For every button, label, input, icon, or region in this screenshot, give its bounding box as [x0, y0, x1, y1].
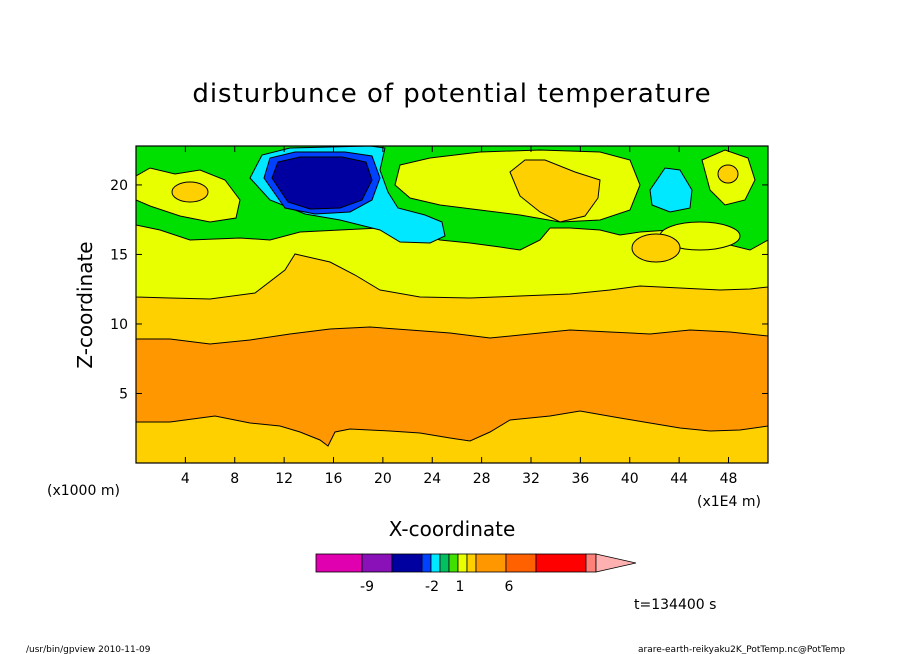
colorbar-arrow [595, 553, 637, 573]
colorbar-segment [466, 553, 477, 573]
y-axis-ticks: 5 10 15 20 [110, 178, 768, 402]
plot-frame [135, 145, 769, 464]
x-tick-label: 36 [571, 471, 589, 487]
y-unit-label: (x1000 m) [47, 483, 120, 499]
y-tick-label: 15 [110, 247, 128, 263]
x-tick-label: 32 [522, 471, 540, 487]
x-tick-label: 48 [720, 471, 738, 487]
colorbar-segment [430, 553, 441, 573]
x-unit-label: (x1E4 m) [697, 494, 761, 510]
x-tick-label: 12 [275, 471, 293, 487]
x-tick-label: 40 [621, 471, 639, 487]
x-axis-ticks: 4 8 12 16 20 24 28 32 36 40 44 48 [181, 146, 738, 487]
y-tick-label: 5 [119, 386, 128, 402]
chart-title: disturbunce of potential temperature [192, 79, 711, 109]
y-axis-label: Z-coordinate [73, 241, 97, 368]
colorbar-segment [585, 553, 597, 573]
x-tick-label: 24 [423, 471, 441, 487]
colorbar-label: 1 [456, 579, 465, 595]
footer-left: /usr/bin/gpview 2010-11-09 [26, 645, 151, 654]
region-darkblue [271, 156, 373, 210]
x-tick-label: 16 [325, 471, 343, 487]
region-orange [136, 326, 768, 447]
time-label: t=134400 s [634, 597, 716, 613]
colorbar-label: 6 [505, 579, 514, 595]
region-gold-topright [717, 164, 739, 184]
colorbar [315, 553, 637, 573]
region-gold-left [171, 181, 209, 203]
colorbar-labels: -9 -2 1 6 [360, 579, 514, 595]
y-tick-label: 20 [110, 178, 128, 194]
colorbar-segment [448, 553, 459, 573]
colorbar-label: -2 [425, 579, 439, 595]
x-tick-label: 4 [181, 471, 190, 487]
x-tick-label: 44 [670, 471, 688, 487]
colorbar-segment [535, 553, 587, 573]
colorbar-segment [457, 553, 468, 573]
footer-right: arare-earth-reikyaku2K_PotTemp.nc@PotTem… [638, 645, 845, 654]
colorbar-segment [421, 553, 432, 573]
region-gold-center [509, 159, 601, 223]
colorbar-segment [505, 553, 537, 573]
x-tick-label: 20 [374, 471, 392, 487]
x-axis-label: X-coordinate [389, 517, 516, 541]
y-tick-label: 10 [110, 317, 128, 333]
colorbar-segment [439, 553, 450, 573]
region-gold-right [631, 233, 681, 263]
colorbar-segment [391, 553, 423, 573]
colorbar-segment [475, 553, 507, 573]
x-tick-label: 8 [230, 471, 239, 487]
colorbar-label: -9 [360, 579, 374, 595]
colorbar-segment [361, 553, 393, 573]
region-cyan-right [649, 167, 693, 213]
x-tick-label: 28 [473, 471, 491, 487]
colorbar-segment [315, 553, 363, 573]
contour-field [136, 146, 768, 463]
